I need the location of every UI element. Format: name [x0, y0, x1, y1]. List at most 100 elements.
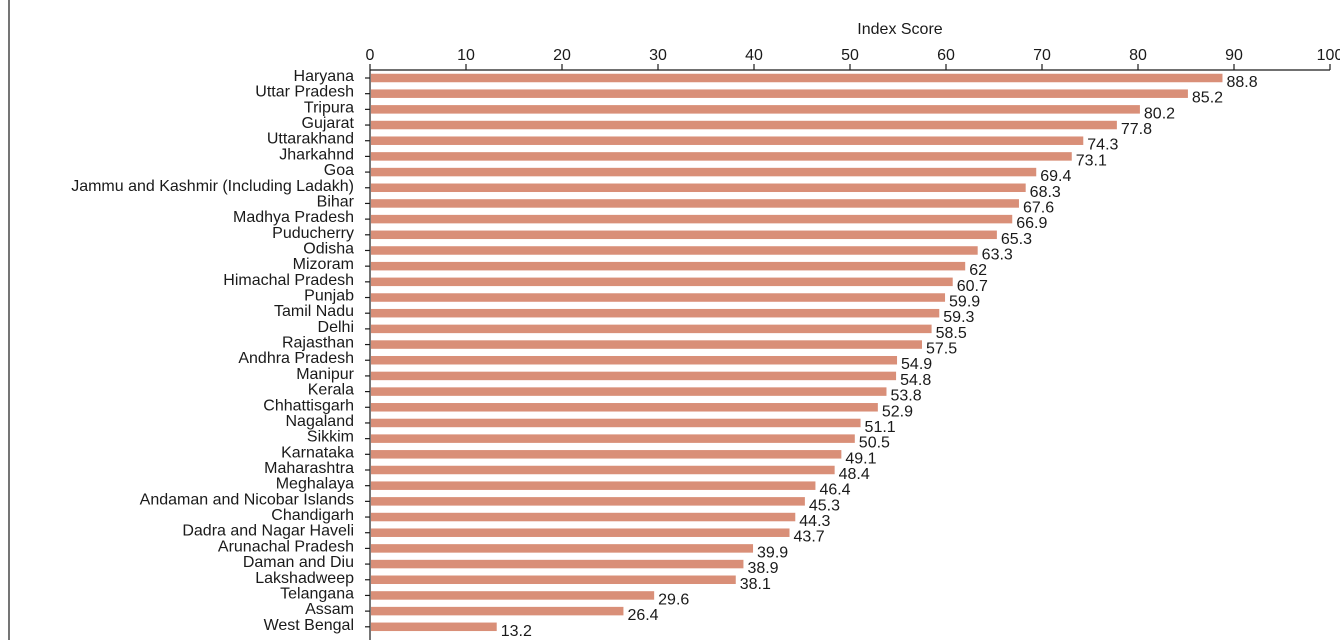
bar: [371, 152, 1072, 161]
bar: [371, 403, 878, 412]
category-label: Tamil Nadu: [274, 303, 354, 320]
value-label: 29.6: [658, 591, 689, 608]
bar: [371, 261, 966, 271]
x-tick-label: 90: [1225, 47, 1243, 64]
category-label: Gujarat: [302, 115, 355, 132]
value-label: 39.9: [757, 544, 788, 561]
bar: [371, 544, 754, 553]
value-label: 51.1: [865, 419, 896, 436]
value-label: 60.7: [957, 278, 988, 295]
bar: [371, 418, 861, 428]
value-label: 50.5: [859, 435, 890, 452]
bar: [371, 606, 624, 616]
bar: [371, 230, 997, 240]
bar: [371, 277, 953, 287]
category-label: Lakshadweep: [255, 570, 354, 587]
category-label: Mizoram: [293, 256, 354, 273]
category-label: Odisha: [303, 240, 354, 257]
x-tick-label: 30: [649, 47, 667, 64]
bar: [371, 340, 922, 349]
value-label: 66.9: [1016, 215, 1047, 232]
value-label: 13.2: [501, 623, 532, 640]
value-label: 48.4: [839, 466, 870, 483]
value-label: 38.9: [747, 560, 778, 577]
bar: [371, 293, 946, 302]
category-label: Manipur: [296, 366, 354, 383]
bar: [371, 591, 655, 600]
x-tick-label: 20: [553, 47, 571, 64]
value-label: 26.4: [627, 607, 658, 624]
category-label: Meghalaya: [276, 476, 354, 493]
bars: [371, 73, 1223, 632]
category-label: Andaman and Nicobar Islands: [140, 491, 354, 508]
bar: [371, 120, 1117, 130]
bar: [371, 183, 1026, 193]
category-label: Puducherry: [272, 225, 354, 242]
category-label: Arunachal Pradesh: [218, 538, 354, 555]
category-label: Chhattisgarh: [263, 397, 354, 414]
category-label: Nagaland: [286, 413, 355, 430]
category-label: Delhi: [318, 319, 354, 336]
category-label: Uttar Pradesh: [255, 84, 354, 101]
category-label: Bihar: [317, 193, 355, 210]
category-label: Daman and Diu: [243, 554, 354, 571]
bar: [371, 199, 1019, 208]
value-label: 74.3: [1087, 137, 1118, 154]
category-label: Maharashtra: [264, 460, 354, 477]
bar: [371, 497, 805, 506]
bar: [371, 575, 736, 585]
value-label: 38.1: [740, 576, 771, 593]
value-label: 85.2: [1192, 90, 1223, 107]
value-label: 57.5: [926, 341, 957, 358]
category-label: Goa: [324, 162, 354, 179]
value-label: 54.8: [900, 372, 931, 389]
category-label: Himachal Pradesh: [223, 272, 354, 289]
category-label: Jammu and Kashmir (Including Ladakh): [71, 178, 354, 195]
bar: [371, 434, 855, 443]
category-label: Assam: [305, 601, 354, 618]
category-label: Uttarakhand: [267, 131, 354, 148]
value-label: 59.9: [949, 294, 980, 311]
x-tick-label: 70: [1033, 47, 1051, 64]
category-label: Kerala: [308, 382, 354, 399]
value-label: 43.7: [794, 529, 825, 546]
bar: [371, 371, 897, 381]
bar: [371, 512, 796, 522]
x-tick-label: 60: [937, 47, 955, 64]
value-label: 62: [969, 262, 987, 279]
bar: [371, 450, 842, 459]
value-label: 73.1: [1076, 152, 1107, 169]
bar: [371, 528, 790, 537]
category-label: Jharkahnd: [279, 146, 354, 163]
category-label: Dadra and Nagar Haveli: [182, 523, 354, 540]
bar: [371, 89, 1188, 98]
category-label: West Bengal: [264, 617, 354, 634]
category-label: Haryana: [294, 68, 355, 85]
bar: [371, 246, 978, 255]
bar: [371, 214, 1013, 224]
value-label: 77.8: [1121, 121, 1152, 138]
category-label: Tripura: [304, 99, 354, 116]
bar: [371, 481, 816, 490]
category-label: Sikkim: [307, 429, 354, 446]
x-tick-label: 50: [841, 47, 859, 64]
x-tick-label: 100: [1317, 47, 1340, 64]
value-label: 52.9: [882, 403, 913, 420]
value-label: 80.2: [1144, 105, 1175, 122]
x-axis-title: Index Score: [857, 21, 942, 38]
bar: [371, 73, 1223, 83]
value-label: 44.3: [799, 513, 830, 530]
category-label: Telangana: [280, 585, 354, 602]
category-label: Punjab: [304, 288, 354, 305]
bar: [371, 465, 835, 475]
value-label: 58.5: [936, 325, 967, 342]
x-axis: 0 10 20 30 40 50 60 70 80 90 100: [365, 47, 1340, 640]
x-tick-label: 0: [366, 47, 375, 64]
bar: [371, 622, 497, 632]
value-label: 67.6: [1023, 199, 1054, 216]
value-label: 59.3: [943, 309, 974, 326]
x-tick-label: 80: [1129, 47, 1147, 64]
value-label: 63.3: [982, 246, 1013, 263]
